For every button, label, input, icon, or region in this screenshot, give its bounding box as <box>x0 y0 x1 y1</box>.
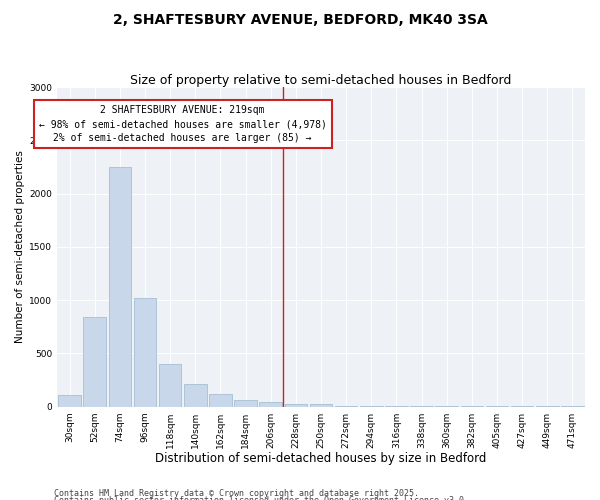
Text: 2 SHAFTESBURY AVENUE: 219sqm
← 98% of semi-detached houses are smaller (4,978)
2: 2 SHAFTESBURY AVENUE: 219sqm ← 98% of se… <box>39 105 326 143</box>
Bar <box>234 400 257 406</box>
Bar <box>58 395 81 406</box>
Text: Contains HM Land Registry data © Crown copyright and database right 2025.: Contains HM Land Registry data © Crown c… <box>54 488 419 498</box>
Bar <box>259 402 282 406</box>
Title: Size of property relative to semi-detached houses in Bedford: Size of property relative to semi-detach… <box>130 74 512 87</box>
Bar <box>83 317 106 406</box>
Bar <box>310 404 332 406</box>
Bar <box>209 394 232 406</box>
Bar <box>184 384 206 406</box>
Text: 2, SHAFTESBURY AVENUE, BEDFORD, MK40 3SA: 2, SHAFTESBURY AVENUE, BEDFORD, MK40 3SA <box>113 12 487 26</box>
X-axis label: Distribution of semi-detached houses by size in Bedford: Distribution of semi-detached houses by … <box>155 452 487 465</box>
Bar <box>109 167 131 406</box>
Bar <box>134 298 157 406</box>
Text: Contains public sector information licensed under the Open Government Licence v3: Contains public sector information licen… <box>54 496 469 500</box>
Y-axis label: Number of semi-detached properties: Number of semi-detached properties <box>15 150 25 343</box>
Bar <box>159 364 181 406</box>
Bar <box>284 404 307 406</box>
